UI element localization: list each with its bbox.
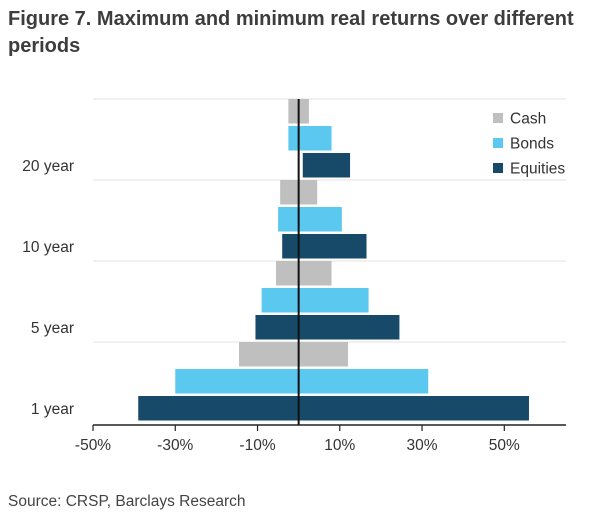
legend-label-equities: Equities bbox=[510, 161, 565, 178]
chart-title: Figure 7. Maximum and minimum real retur… bbox=[8, 8, 574, 57]
bar-1-year-cash bbox=[239, 342, 349, 367]
x-tick-label: -50% bbox=[75, 437, 111, 454]
bar-20-year-bonds bbox=[288, 126, 332, 151]
bar-5-year-equities bbox=[255, 315, 400, 340]
bar-1-year-bonds bbox=[175, 369, 429, 394]
bars bbox=[138, 99, 529, 421]
category-label: 20 year bbox=[22, 158, 74, 175]
legend-swatch-equities bbox=[493, 163, 503, 173]
x-tick-label: 50% bbox=[489, 437, 520, 454]
axes bbox=[92, 99, 566, 431]
x-tick-label: 10% bbox=[324, 437, 355, 454]
legend: Cash Bonds Equities bbox=[493, 111, 565, 178]
bar-10-year-bonds bbox=[278, 207, 342, 232]
source-note: Source: CRSP, Barclays Research bbox=[8, 493, 246, 510]
category-labels: 20 year 10 year 5 year 1 year bbox=[22, 158, 74, 418]
legend-swatch-bonds bbox=[493, 138, 503, 148]
bar-5-year-cash bbox=[276, 261, 332, 286]
legend-label-bonds: Bonds bbox=[510, 136, 554, 153]
category-label: 1 year bbox=[31, 401, 74, 418]
legend-label-cash: Cash bbox=[510, 111, 546, 128]
category-label: 5 year bbox=[31, 320, 74, 337]
x-tick-label: -30% bbox=[157, 437, 193, 454]
bar-20-year-equities bbox=[302, 153, 351, 178]
legend-swatch-cash bbox=[493, 113, 503, 123]
bar-1-year-equities bbox=[138, 396, 529, 421]
bar-5-year-bonds bbox=[261, 288, 369, 313]
bar-10-year-equities bbox=[282, 234, 367, 259]
x-tick-label: 30% bbox=[407, 437, 438, 454]
x-tick-label: -10% bbox=[239, 437, 275, 454]
x-tick-labels: -50% -30% -10% 10% 30% 50% bbox=[75, 437, 520, 454]
range-bar-chart: 20 year 10 year 5 year 1 year -50% -30% -10% 1… bbox=[22, 98, 566, 454]
category-label: 10 year bbox=[22, 239, 74, 256]
